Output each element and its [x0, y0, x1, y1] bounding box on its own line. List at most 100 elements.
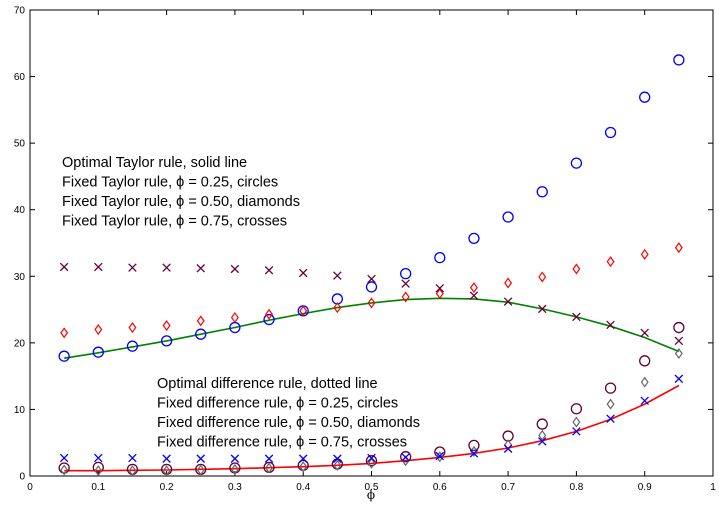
y-tick-label: 70 [14, 6, 26, 17]
diamond-marker [265, 462, 274, 474]
x-tick-label: 1 [710, 482, 716, 493]
circle-marker [604, 126, 617, 139]
circle-marker [434, 446, 446, 458]
diamond-marker [572, 263, 581, 275]
cross-marker [537, 437, 547, 446]
cross-marker [264, 454, 274, 463]
circle-marker [160, 335, 173, 347]
taylor-legend-line: Optimal Taylor rule, solid line [62, 155, 247, 171]
circle-marker [399, 451, 412, 463]
x-tick-label: 0.6 [433, 482, 447, 493]
diamond-marker [162, 320, 171, 332]
diamond-marker [60, 464, 69, 476]
diamond-marker [469, 282, 478, 294]
cross-marker [674, 336, 684, 346]
x-tick-label: 0.2 [160, 482, 174, 493]
x-tick-label: 0.5 [365, 482, 379, 493]
diamond-marker [94, 465, 103, 477]
x-tick-label: 0.3 [228, 482, 242, 493]
cross-marker [674, 374, 684, 384]
diamond-marker [572, 416, 581, 428]
y-tick-label: 40 [14, 205, 26, 216]
diamond-marker [606, 398, 615, 410]
plot-area [29, 9, 714, 477]
cross-marker [162, 454, 171, 463]
circle-marker [195, 328, 207, 340]
circle-marker [58, 462, 70, 474]
circle-marker [263, 313, 275, 326]
taylor-legend-line: Fixed Taylor rule, ϕ = 0.50, diamonds [62, 194, 300, 210]
cross-marker [503, 297, 513, 306]
y-tick-label: 30 [14, 272, 26, 283]
circle-marker [570, 403, 583, 415]
diamond-marker [128, 322, 137, 334]
taylor-legend-line: Fixed Taylor rule, ϕ = 0.25, circles [62, 175, 278, 191]
x-tick-label: 0.7 [501, 482, 515, 493]
circle-marker [365, 281, 378, 293]
series-group [58, 54, 685, 477]
cross-marker [572, 427, 581, 436]
diamond-marker [299, 461, 308, 473]
diamond-marker [640, 248, 649, 260]
y-tick-label: 20 [14, 338, 26, 349]
x-tick-label: 0.1 [91, 482, 105, 493]
cross-marker [537, 304, 547, 314]
circle-marker [639, 355, 651, 367]
taylor-legend-line: Fixed Taylor rule, ϕ = 0.75, crosses [62, 214, 287, 230]
cross-marker [435, 284, 445, 293]
diamond-marker [435, 288, 444, 300]
cross-marker [606, 414, 615, 424]
diamond-marker [640, 376, 649, 388]
diamond-marker [401, 291, 410, 303]
circle-marker [468, 439, 480, 452]
circle-marker [639, 91, 651, 103]
circle-marker [58, 350, 70, 362]
circle-marker [536, 186, 548, 198]
circle-marker [399, 267, 412, 280]
circle-marker [365, 455, 378, 467]
diamond-marker [674, 347, 683, 360]
cross-marker [333, 454, 342, 463]
cross-marker [94, 453, 103, 463]
y-tick-label: 10 [14, 405, 26, 416]
circle-marker [536, 418, 548, 430]
cross-marker [572, 312, 581, 322]
circle-marker [570, 157, 583, 169]
cross-marker [298, 454, 308, 463]
cross-marker [640, 396, 649, 406]
circle-marker [434, 251, 446, 264]
circle-marker [502, 211, 514, 223]
difference-legend-line: Fixed difference rule, ϕ = 0.75, crosses [157, 435, 407, 451]
diamond-marker [196, 464, 205, 476]
cross-marker [230, 264, 240, 274]
diamond-marker [230, 463, 239, 475]
diamond-marker [674, 242, 683, 254]
difference-legend-line: Fixed difference rule, ϕ = 0.25, circles [157, 396, 398, 412]
diamond-marker [367, 297, 376, 309]
circle-marker [92, 461, 104, 473]
cross-marker [298, 268, 308, 278]
cross-marker [59, 453, 69, 463]
cross-marker [367, 453, 376, 463]
cross-marker [503, 444, 513, 453]
cross-marker [469, 449, 479, 458]
y-tick-label: 0 [19, 472, 25, 483]
cross-marker [264, 266, 274, 275]
x-tick-label: 0.4 [296, 482, 310, 493]
diamond-marker [265, 308, 274, 320]
circle-marker [673, 321, 685, 334]
difference-legend-line: Optimal difference rule, dotted line [157, 376, 378, 392]
cross-marker [59, 262, 69, 272]
diamond-marker [60, 327, 69, 339]
diamond-marker [333, 459, 342, 471]
x-tick-label: 0.8 [569, 482, 583, 493]
diamond-marker [367, 457, 376, 469]
cross-marker [128, 263, 137, 272]
diamond-marker [538, 271, 547, 283]
y-tick-label: 50 [14, 139, 26, 150]
diamond-marker [299, 305, 308, 317]
cross-marker [162, 263, 171, 272]
cross-marker [230, 454, 240, 463]
diamond-marker [606, 256, 615, 268]
diamond-marker [435, 451, 444, 463]
